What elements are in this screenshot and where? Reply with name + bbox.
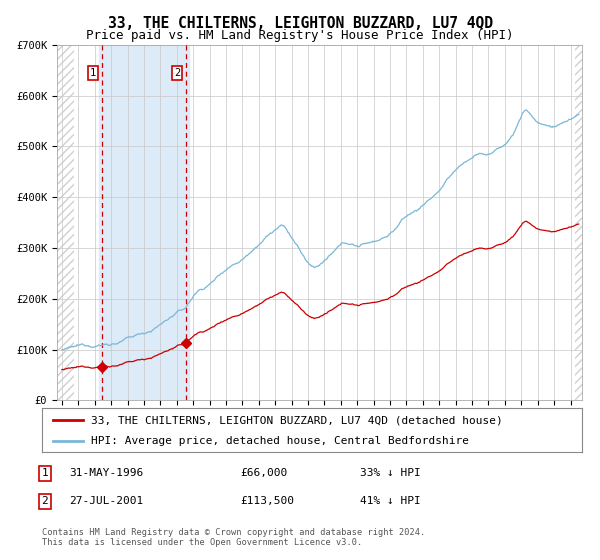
Text: 1: 1 <box>41 468 49 478</box>
Text: Price paid vs. HM Land Registry's House Price Index (HPI): Price paid vs. HM Land Registry's House … <box>86 29 514 42</box>
Text: 31-MAY-1996: 31-MAY-1996 <box>69 468 143 478</box>
Text: 2: 2 <box>174 68 181 78</box>
Bar <box>57 45 74 400</box>
Text: 33% ↓ HPI: 33% ↓ HPI <box>360 468 421 478</box>
Text: 33, THE CHILTERNS, LEIGHTON BUZZARD, LU7 4QD: 33, THE CHILTERNS, LEIGHTON BUZZARD, LU7… <box>107 16 493 31</box>
Bar <box>575 45 582 400</box>
Text: 27-JUL-2001: 27-JUL-2001 <box>69 496 143 506</box>
Bar <box>99 45 189 400</box>
Text: 33, THE CHILTERNS, LEIGHTON BUZZARD, LU7 4QD (detached house): 33, THE CHILTERNS, LEIGHTON BUZZARD, LU7… <box>91 415 502 425</box>
Text: 1: 1 <box>89 68 96 78</box>
Text: £113,500: £113,500 <box>240 496 294 506</box>
Text: £66,000: £66,000 <box>240 468 287 478</box>
Bar <box>575 45 582 400</box>
Bar <box>57 45 74 400</box>
Text: 41% ↓ HPI: 41% ↓ HPI <box>360 496 421 506</box>
Text: HPI: Average price, detached house, Central Bedfordshire: HPI: Average price, detached house, Cent… <box>91 436 469 446</box>
Text: 2: 2 <box>41 496 49 506</box>
Text: Contains HM Land Registry data © Crown copyright and database right 2024.
This d: Contains HM Land Registry data © Crown c… <box>42 528 425 548</box>
